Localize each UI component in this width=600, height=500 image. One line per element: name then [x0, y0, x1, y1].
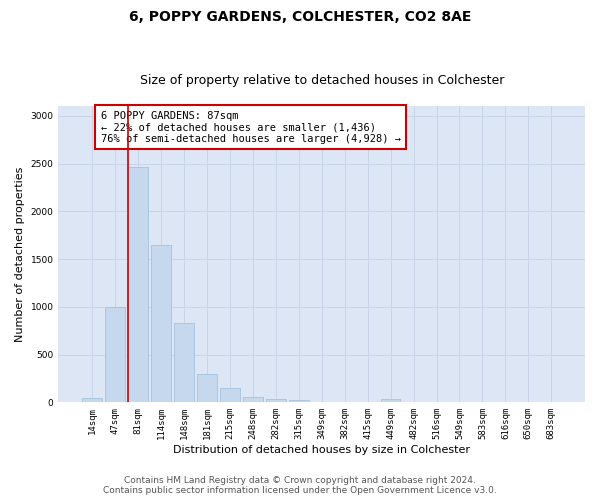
Bar	[174, 323, 194, 402]
Bar	[106, 307, 125, 402]
Title: Size of property relative to detached houses in Colchester: Size of property relative to detached ho…	[140, 74, 504, 87]
Bar	[128, 168, 148, 402]
Bar	[151, 244, 171, 402]
Text: Contains HM Land Registry data © Crown copyright and database right 2024.
Contai: Contains HM Land Registry data © Crown c…	[103, 476, 497, 495]
Bar	[197, 374, 217, 402]
Bar	[266, 399, 286, 402]
Text: 6 POPPY GARDENS: 87sqm
← 22% of detached houses are smaller (1,436)
76% of semi-: 6 POPPY GARDENS: 87sqm ← 22% of detached…	[101, 110, 401, 144]
X-axis label: Distribution of detached houses by size in Colchester: Distribution of detached houses by size …	[173, 445, 470, 455]
Bar	[82, 398, 102, 402]
Bar	[289, 400, 308, 402]
Bar	[381, 400, 400, 402]
Y-axis label: Number of detached properties: Number of detached properties	[15, 166, 25, 342]
Text: 6, POPPY GARDENS, COLCHESTER, CO2 8AE: 6, POPPY GARDENS, COLCHESTER, CO2 8AE	[129, 10, 471, 24]
Bar	[243, 397, 263, 402]
Bar	[220, 388, 239, 402]
